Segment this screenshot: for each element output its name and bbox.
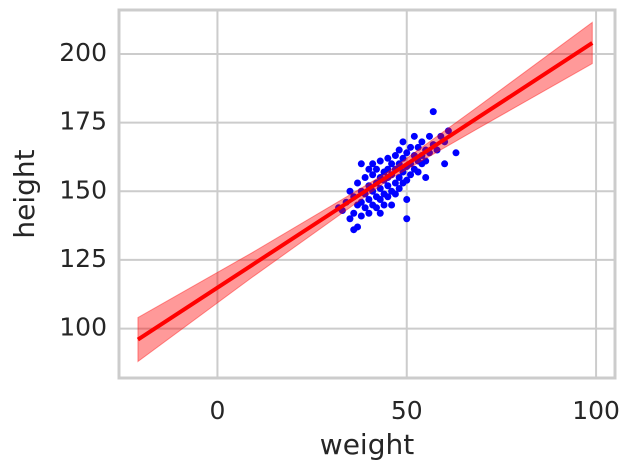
point — [384, 165, 392, 173]
x-axis-label: weight — [320, 428, 414, 461]
y-tick-label: 100 — [59, 313, 107, 342]
point — [376, 157, 384, 165]
point — [365, 209, 373, 217]
point — [437, 132, 445, 140]
x-tick-label: 50 — [391, 396, 423, 425]
point — [346, 215, 354, 223]
point — [395, 185, 403, 193]
point — [376, 195, 384, 203]
point — [388, 201, 396, 209]
point — [399, 154, 407, 162]
point — [395, 146, 403, 154]
point — [369, 171, 377, 179]
point — [357, 160, 365, 168]
point — [372, 165, 380, 173]
point — [414, 143, 422, 151]
point — [407, 143, 415, 151]
point — [399, 138, 407, 146]
point — [361, 174, 369, 182]
point — [433, 146, 441, 154]
point — [361, 204, 369, 212]
point — [357, 212, 365, 220]
point — [403, 176, 411, 184]
regression-line — [136, 41, 594, 342]
point — [410, 132, 418, 140]
point — [372, 204, 380, 212]
point — [354, 179, 362, 187]
y-tick-label: 125 — [59, 244, 107, 273]
point — [422, 174, 430, 182]
y-tick-label: 200 — [59, 38, 107, 67]
point — [357, 198, 365, 206]
point — [365, 165, 373, 173]
y-axis-label: height — [8, 149, 41, 238]
point — [369, 160, 377, 168]
point — [350, 209, 358, 217]
y-tick-label: 175 — [59, 107, 107, 136]
point — [380, 201, 388, 209]
point — [429, 108, 437, 116]
point — [350, 226, 358, 234]
point — [399, 168, 407, 176]
point — [391, 152, 399, 160]
point — [407, 171, 415, 179]
point — [391, 190, 399, 198]
x-tick-label: 100 — [572, 396, 620, 425]
point — [422, 157, 430, 165]
point — [391, 179, 399, 187]
point — [425, 132, 433, 140]
y-tick-label: 150 — [59, 175, 107, 204]
point — [365, 195, 373, 203]
point — [376, 185, 384, 193]
point — [418, 138, 426, 146]
point — [414, 168, 422, 176]
point — [403, 215, 411, 223]
x-tick-label: 0 — [209, 396, 225, 425]
point — [403, 195, 411, 203]
point — [384, 182, 392, 190]
point — [395, 174, 403, 182]
point — [452, 149, 460, 157]
point — [384, 154, 392, 162]
point — [403, 149, 411, 157]
point — [444, 127, 452, 135]
plot-frame — [117, 8, 617, 380]
point — [384, 193, 392, 201]
point — [346, 187, 354, 195]
point — [376, 209, 384, 217]
point — [388, 160, 396, 168]
point — [441, 160, 449, 168]
